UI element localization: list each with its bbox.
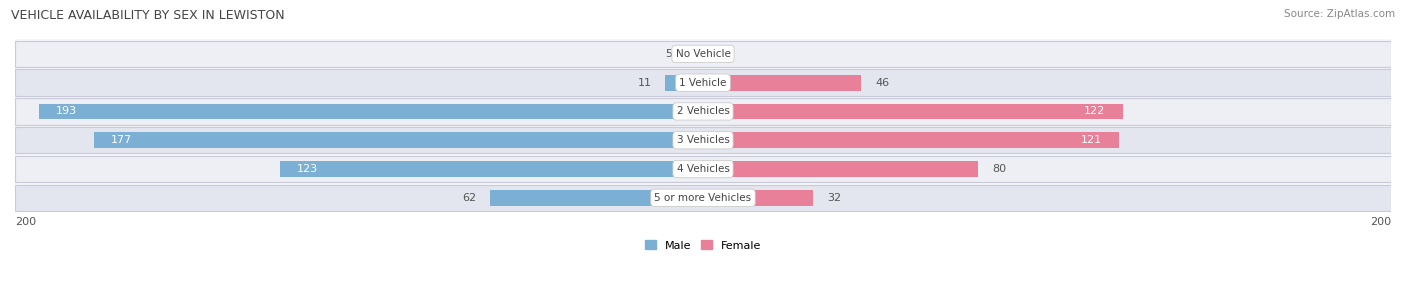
Text: 4 Vehicles: 4 Vehicles <box>676 164 730 174</box>
Bar <box>39 103 703 119</box>
Text: 5 or more Vehicles: 5 or more Vehicles <box>654 193 752 203</box>
Text: 11: 11 <box>637 78 651 88</box>
Text: 193: 193 <box>56 106 77 117</box>
Bar <box>15 127 1391 154</box>
Text: 32: 32 <box>827 193 841 203</box>
Bar <box>703 132 1119 148</box>
Bar <box>15 41 1391 67</box>
Text: 5: 5 <box>665 49 672 59</box>
Text: 177: 177 <box>111 135 132 145</box>
Text: 62: 62 <box>461 193 477 203</box>
Text: 2 Vehicles: 2 Vehicles <box>676 106 730 117</box>
Text: 2: 2 <box>724 49 731 59</box>
Text: 1 Vehicle: 1 Vehicle <box>679 78 727 88</box>
Bar <box>703 190 813 206</box>
Bar <box>703 46 710 62</box>
Bar <box>686 46 703 62</box>
Bar <box>665 75 703 91</box>
Text: Source: ZipAtlas.com: Source: ZipAtlas.com <box>1284 9 1395 19</box>
Bar <box>15 156 1391 182</box>
Bar <box>703 103 1122 119</box>
Text: 200: 200 <box>1369 217 1391 226</box>
Bar <box>15 185 1391 211</box>
Text: 200: 200 <box>15 217 37 226</box>
Bar <box>280 161 703 177</box>
Text: 80: 80 <box>993 164 1007 174</box>
Bar <box>15 69 1391 96</box>
Text: 122: 122 <box>1084 106 1105 117</box>
Bar <box>703 75 862 91</box>
Text: VEHICLE AVAILABILITY BY SEX IN LEWISTON: VEHICLE AVAILABILITY BY SEX IN LEWISTON <box>11 9 285 22</box>
Text: 121: 121 <box>1081 135 1102 145</box>
Text: 3 Vehicles: 3 Vehicles <box>676 135 730 145</box>
Legend: Male, Female: Male, Female <box>641 236 765 255</box>
Bar <box>15 98 1391 125</box>
Bar <box>94 132 703 148</box>
Text: 123: 123 <box>297 164 318 174</box>
Text: No Vehicle: No Vehicle <box>675 49 731 59</box>
Text: 46: 46 <box>875 78 889 88</box>
Bar <box>703 161 979 177</box>
Bar <box>489 190 703 206</box>
